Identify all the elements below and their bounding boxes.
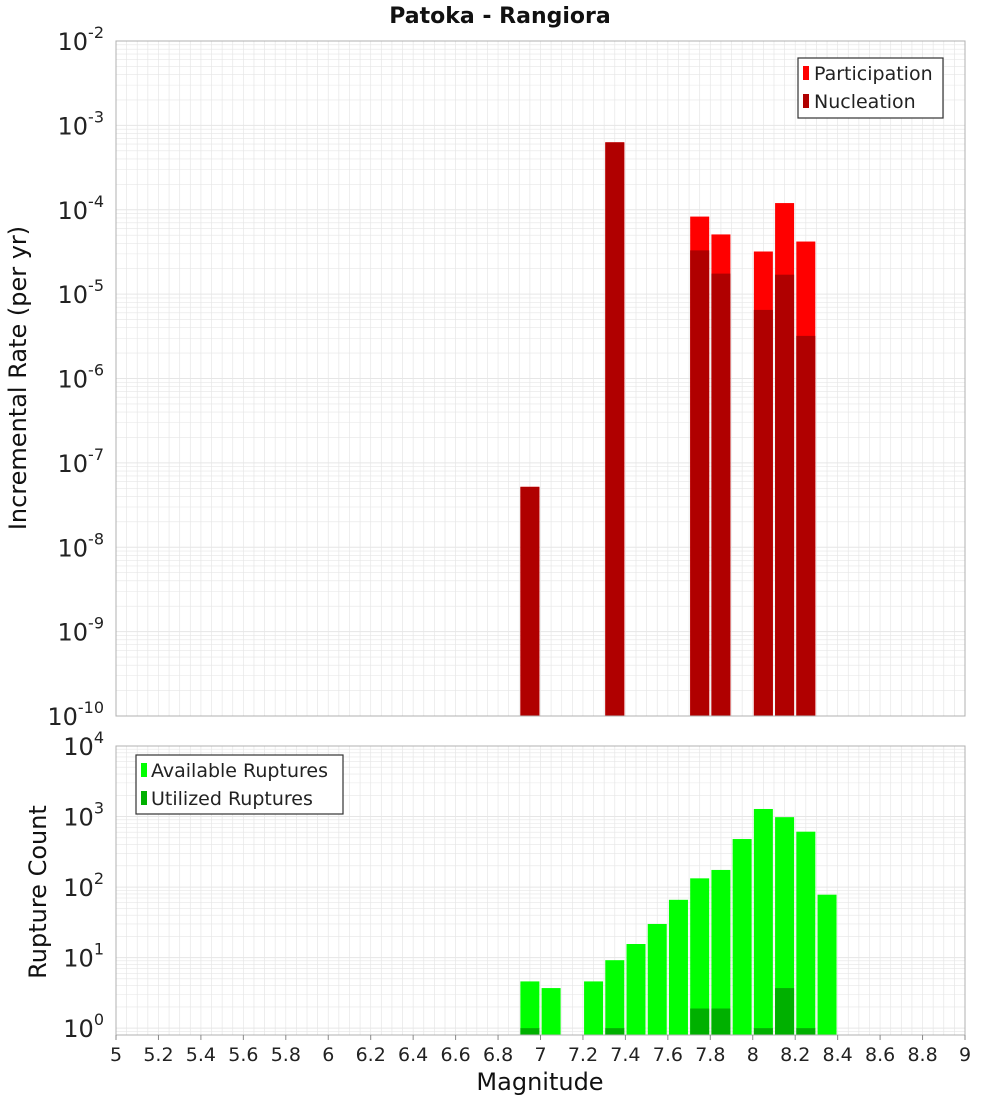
x-tick-label: 6.8 (483, 1044, 513, 1066)
available-ruptures-bar (817, 894, 837, 1035)
x-ticks: 5 5.2 5.4 5.6 5.8 6 6.2 6.4 6.6 6.8 7 7.2 7.4 7.6 7.8 8… (110, 1035, 971, 1066)
top-y-ticks: 10-10 10-9 10-8 10-7 10-6 10-5 10-4 10-3 10-2 (47, 23, 104, 731)
bottom-legend: Available Ruptures Utilized Ruptures (135, 754, 344, 815)
legend-label-nucleation: Nucleation (814, 91, 916, 113)
x-tick-label: 8.4 (823, 1044, 853, 1066)
utilized-ruptures-bar (605, 1028, 625, 1035)
available-ruptures-bar (775, 817, 795, 1035)
x-tick-label: 6.2 (356, 1044, 386, 1066)
top-y-tick-label: 10-4 (58, 192, 105, 225)
x-tick-label: 5.6 (228, 1044, 258, 1066)
top-y-tick-label: 10-5 (58, 276, 105, 309)
nucleation-bar (711, 273, 731, 716)
nucleation-bar (775, 274, 795, 716)
utilized-ruptures-bar (520, 1028, 540, 1035)
utilized-ruptures-bar (690, 1008, 710, 1035)
top-legend: Participation Nucleation (797, 57, 944, 119)
x-tick-label: 8.6 (865, 1044, 895, 1066)
top-legend-box (797, 57, 944, 119)
nucleation-bar (605, 142, 625, 716)
nucleation-bar (520, 486, 540, 716)
x-tick-label: 7.4 (610, 1044, 640, 1066)
x-tick-label: 7 (534, 1044, 546, 1066)
utilized-ruptures-bar (753, 1028, 773, 1035)
top-y-tick-label: 10-7 (58, 445, 105, 478)
x-tick-label: 7.8 (695, 1044, 725, 1066)
x-tick-label: 5 (110, 1044, 122, 1066)
available-ruptures-bar (626, 943, 646, 1035)
bottom-legend-box (135, 754, 344, 815)
available-ruptures-bar (796, 831, 816, 1035)
x-tick-label: 7.2 (568, 1044, 598, 1066)
bottom-bars (520, 808, 837, 1035)
top-y-tick-label: 10-6 (58, 361, 105, 394)
x-tick-label: 7.6 (653, 1044, 683, 1066)
legend-label-participation: Participation (814, 63, 933, 85)
available-ruptures-bar (690, 878, 710, 1035)
top-y-tick-label: 10-3 (58, 107, 105, 140)
x-tick-label: 9 (959, 1044, 971, 1066)
nucleation-bar (753, 309, 773, 716)
legend-label-available: Available Ruptures (151, 760, 328, 782)
top-plot-frame (115, 40, 966, 717)
legend-swatch-nucleation (803, 94, 809, 108)
legend-swatch-utilized (141, 791, 147, 805)
bottom-y-tick-label: 101 (63, 940, 104, 973)
x-tick-label: 5.2 (143, 1044, 173, 1066)
x-tick-label: 8 (747, 1044, 759, 1066)
top-y-axis-title: Incremental Rate (per yr) (4, 226, 32, 530)
nucleation-bar (796, 335, 816, 716)
x-tick-label: 6.6 (440, 1044, 470, 1066)
bottom-y-tick-label: 100 (63, 1010, 104, 1043)
top-bars (520, 142, 816, 717)
top-y-tick-label: 10-2 (58, 23, 105, 56)
available-ruptures-bar (732, 839, 752, 1035)
x-tick-label: 5.8 (271, 1044, 301, 1066)
utilized-ruptures-bar (796, 1028, 816, 1035)
utilized-ruptures-bar (775, 988, 795, 1035)
utilized-ruptures-bar (711, 1008, 731, 1035)
available-ruptures-bar (584, 981, 604, 1035)
top-y-tick-label: 10-10 (47, 698, 104, 731)
top-y-tick-label: 10-8 (58, 529, 105, 562)
x-axis-title: Magnitude (476, 1068, 603, 1096)
available-ruptures-bar (605, 960, 625, 1035)
top-y-tick-label: 10-9 (58, 614, 105, 647)
x-tick-label: 6 (322, 1044, 334, 1066)
chart-title: Patoka - Rangiora (389, 4, 610, 29)
x-tick-label: 8.2 (780, 1044, 810, 1066)
nucleation-bar (690, 250, 710, 717)
bottom-y-tick-label: 102 (63, 869, 104, 902)
bottom-y-tick-label: 103 (63, 799, 104, 832)
bottom-panel: 100 101 102 103 104 5 5.2 5.4 5.6 5.8 6 6.2 6.4 6.6 6… (24, 728, 971, 1096)
top-grid (115, 40, 966, 717)
available-ruptures-bar (647, 923, 667, 1035)
legend-label-utilized: Utilized Ruptures (151, 788, 313, 810)
available-ruptures-bar (520, 981, 540, 1035)
available-ruptures-bar (668, 899, 688, 1035)
legend-swatch-participation (803, 66, 809, 80)
top-panel: 10-10 10-9 10-8 10-7 10-6 10-5 10-4 10-3 10-2 In… (4, 23, 966, 731)
bottom-y-ticks: 100 101 102 103 104 (63, 728, 104, 1043)
bottom-y-axis-title: Rupture Count (24, 805, 52, 979)
x-tick-label: 5.4 (186, 1044, 216, 1066)
bottom-y-tick-label: 104 (63, 728, 104, 761)
x-tick-label: 8.8 (907, 1044, 937, 1066)
available-ruptures-bar (753, 808, 773, 1035)
available-ruptures-bar (711, 869, 731, 1035)
available-ruptures-bar (541, 988, 561, 1035)
x-tick-label: 6.4 (398, 1044, 428, 1066)
legend-swatch-available (141, 763, 147, 777)
